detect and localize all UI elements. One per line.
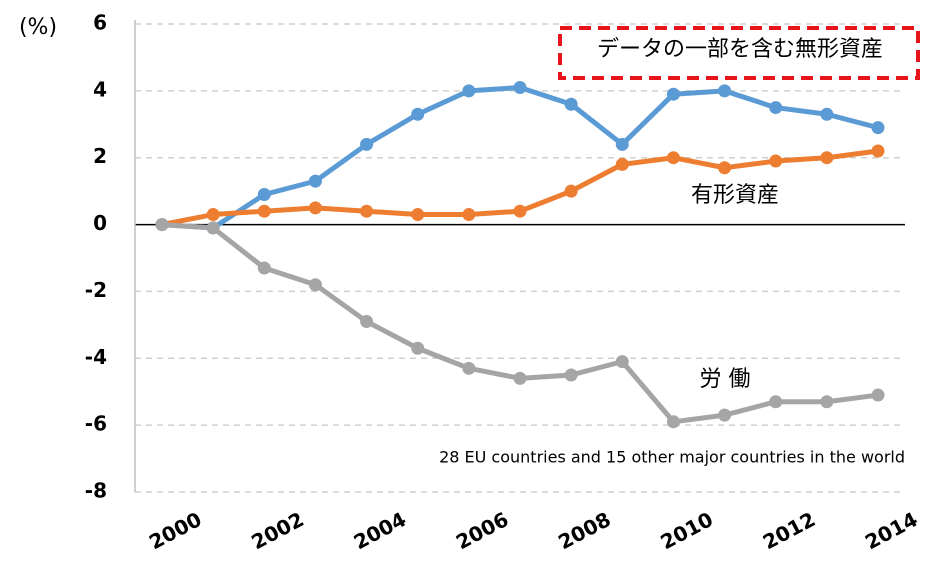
series-point — [718, 161, 732, 175]
series-point — [257, 187, 271, 201]
series-point — [769, 154, 783, 168]
series-point — [411, 208, 425, 222]
y-tick-label: 2 — [93, 144, 107, 168]
series-point — [769, 101, 783, 115]
series-point — [615, 137, 629, 151]
series-label: 労 働 — [700, 367, 751, 392]
series-point — [257, 204, 271, 218]
x-tick-label: 2008 — [554, 507, 614, 554]
series-point — [308, 201, 322, 215]
y-tick-label: 0 — [93, 211, 107, 235]
series-point — [206, 208, 220, 222]
series-point — [462, 361, 476, 375]
series-point — [871, 388, 885, 402]
x-tick-label: 2004 — [350, 507, 410, 554]
series-point — [564, 368, 578, 382]
y-tick-label: -2 — [85, 278, 107, 302]
series-point — [666, 87, 680, 101]
x-tick-label: 2000 — [145, 507, 205, 554]
y-tick-label: 4 — [93, 77, 107, 101]
annotation: 28 EU countries and 15 other major count… — [439, 448, 905, 467]
series-point — [871, 144, 885, 158]
series-point — [666, 151, 680, 165]
x-tick-label: 2014 — [861, 507, 921, 554]
series-point — [308, 174, 322, 188]
series-point — [155, 218, 169, 232]
series-point — [769, 395, 783, 409]
series-point — [820, 395, 834, 409]
x-tick-label: 2010 — [657, 507, 717, 554]
y-tick-label: -6 — [85, 412, 107, 436]
series-point — [718, 408, 732, 422]
series-label: 有形資産 — [691, 183, 779, 208]
x-tick-label: 2012 — [759, 507, 819, 554]
series-point — [820, 107, 834, 121]
series-point — [462, 84, 476, 98]
series-point — [360, 204, 374, 218]
series-point — [206, 221, 220, 235]
series-point — [820, 151, 834, 165]
series-point — [257, 261, 271, 275]
series-point — [871, 121, 885, 135]
series-point — [513, 371, 527, 385]
y-axis-label: (%) — [19, 15, 57, 40]
series-label: データの一部を含む無形資産 — [597, 37, 883, 62]
x-tick-label: 2006 — [452, 507, 512, 554]
series-point — [411, 107, 425, 121]
series-point — [666, 415, 680, 429]
series-point — [615, 157, 629, 171]
series-point — [513, 204, 527, 218]
series-point — [513, 81, 527, 95]
series-point — [564, 97, 578, 111]
series-point — [718, 84, 732, 98]
x-tick-label: 2002 — [247, 507, 307, 554]
series-line — [161, 222, 879, 425]
series-point — [360, 315, 374, 329]
y-tick-label: -4 — [85, 345, 107, 369]
series-point — [411, 341, 425, 355]
series-point — [564, 184, 578, 198]
series-point — [615, 355, 629, 369]
series-point — [308, 278, 322, 292]
series-point — [360, 137, 374, 151]
y-tick-label: 6 — [93, 11, 107, 35]
series-point — [462, 208, 476, 222]
label-box — [558, 26, 920, 80]
y-tick-label: -8 — [85, 479, 107, 503]
